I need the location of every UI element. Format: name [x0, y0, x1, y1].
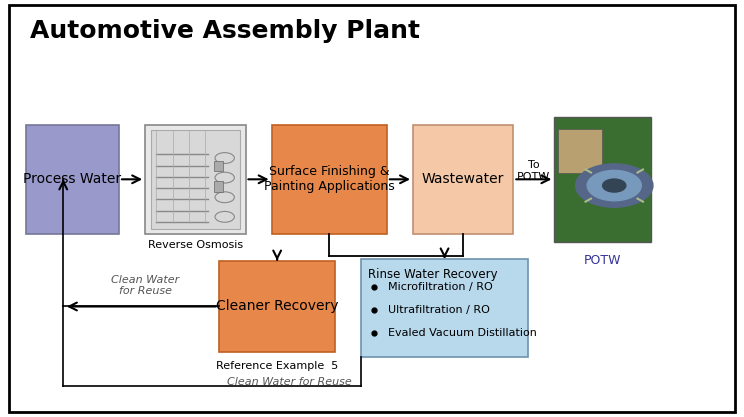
Text: Rinse Water Recovery: Rinse Water Recovery [368, 268, 498, 281]
Bar [413, 125, 513, 234]
Text: Reference Example  5: Reference Example 5 [217, 361, 339, 371]
Circle shape [603, 179, 626, 192]
Text: To
POTW: To POTW [517, 160, 550, 182]
Text: Ultrafiltration / RO: Ultrafiltration / RO [388, 305, 490, 315]
Text: POTW: POTW [584, 254, 621, 267]
Circle shape [587, 171, 641, 201]
Bar [272, 125, 387, 234]
Text: Process Water: Process Water [24, 172, 121, 186]
Bar [145, 125, 246, 234]
Bar [361, 259, 528, 357]
Circle shape [576, 164, 653, 207]
Bar [151, 130, 240, 229]
Text: Evaled Vacuum Distillation: Evaled Vacuum Distillation [388, 328, 536, 338]
Bar [26, 125, 119, 234]
Bar [554, 117, 651, 242]
Text: Reverse Osmosis: Reverse Osmosis [148, 240, 243, 250]
Text: Surface Finishing &
Painting Applications: Surface Finishing & Painting Application… [264, 165, 394, 193]
Text: Clean Water for Reuse: Clean Water for Reuse [227, 377, 352, 387]
Bar [214, 181, 223, 192]
Text: Automotive Assembly Plant: Automotive Assembly Plant [30, 19, 420, 43]
Bar [214, 161, 223, 171]
Text: Clean Water
for Reuse: Clean Water for Reuse [111, 275, 179, 296]
Bar [558, 129, 601, 173]
Text: Microfiltration / RO: Microfiltration / RO [388, 282, 493, 292]
Bar [219, 261, 335, 352]
Text: Wastewater: Wastewater [422, 172, 504, 186]
Text: Cleaner Recovery: Cleaner Recovery [216, 299, 339, 314]
